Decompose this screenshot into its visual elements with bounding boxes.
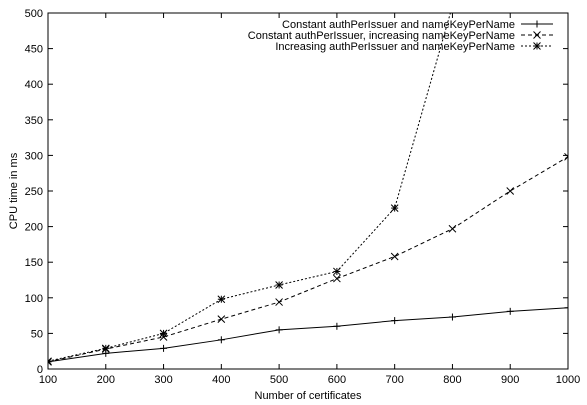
series-3-point — [333, 267, 341, 276]
x-tick-label: 1000 — [556, 374, 580, 386]
series-1-point — [48, 358, 52, 366]
series-3-point — [449, 2, 456, 9]
x-tick-label: 200 — [97, 374, 115, 386]
legend-swatch-marker — [533, 20, 541, 28]
series-3-point — [101, 344, 110, 353]
series-2 — [48, 152, 568, 366]
series-1-point — [448, 313, 456, 321]
series-3-point — [48, 357, 52, 366]
legend-label: Constant authPerIssuer, increasing nameK… — [248, 30, 515, 42]
series-2-marker-stroke — [217, 315, 226, 324]
series-2-point — [48, 358, 52, 366]
series-1-point — [506, 307, 514, 315]
series-3-marker-stroke — [449, 2, 456, 9]
series-2-marker-stroke — [333, 274, 341, 283]
series-3 — [48, 2, 456, 366]
series-3-marker-stroke — [217, 295, 226, 304]
series-1-point — [333, 322, 341, 330]
x-tick-label: 800 — [443, 374, 461, 386]
x-tick-label: 400 — [212, 374, 230, 386]
series-3-point — [275, 281, 283, 289]
y-tick-label: 450 — [25, 44, 43, 56]
series-2-point — [506, 187, 515, 195]
series-2-point — [217, 315, 226, 324]
x-tick-label: 900 — [501, 374, 519, 386]
series-1 — [48, 304, 568, 366]
series-layer — [48, 2, 568, 366]
legend-marker-stroke — [533, 31, 541, 39]
series-2-marker-stroke — [48, 361, 52, 366]
series-2-marker-stroke — [564, 152, 568, 158]
series-2-point — [448, 224, 457, 233]
series-2-point — [564, 152, 568, 161]
series-2-marker-stroke — [564, 156, 568, 161]
series-3-point — [217, 295, 226, 304]
series-2-marker-stroke — [159, 333, 168, 341]
y-tick-label: 0 — [37, 364, 43, 376]
y-tick-label: 250 — [25, 186, 43, 198]
x-tick-label: 500 — [270, 374, 288, 386]
series-1-point — [160, 344, 168, 352]
series-3-line — [48, 13, 451, 362]
series-3-marker-stroke — [390, 204, 399, 212]
x-tick-label: 100 — [39, 374, 57, 386]
x-axis-label: Number of certificates — [255, 390, 362, 402]
legend-swatch-marker — [533, 31, 541, 39]
series-3-marker-stroke — [449, 2, 456, 9]
series-3-point — [159, 329, 168, 338]
series-2-point — [390, 252, 399, 261]
axes: 100 200 300 400 500 600 700 800 900 1000 0 50 100 150… — [25, 8, 581, 386]
legend-swatch-marker — [533, 42, 541, 50]
y-tick-label: 150 — [25, 257, 43, 269]
series-2-marker-stroke — [506, 187, 515, 195]
plot-frame — [47, 12, 569, 370]
y-tick-label: 300 — [25, 150, 43, 162]
y-tick-label: 350 — [25, 115, 43, 127]
legend-marker-stroke — [533, 42, 541, 50]
series-3-marker-stroke — [159, 329, 168, 338]
y-tick-label: 200 — [25, 222, 43, 234]
series-3-marker-stroke — [333, 267, 341, 276]
series-3-marker-stroke — [48, 360, 52, 366]
series-2-point — [159, 333, 168, 341]
series-2-marker-stroke — [48, 358, 52, 363]
legend-label: Increasing authPerIssuer and nameKeyPerN… — [275, 41, 515, 53]
series-2-line — [48, 156, 568, 363]
y-tick-label: 50 — [31, 328, 43, 340]
series-1-point — [217, 336, 225, 344]
series-3-marker-stroke — [48, 357, 52, 362]
series-2-point — [275, 298, 283, 306]
x-tick-label: 700 — [385, 374, 403, 386]
y-axis-label: CPU time in ms — [8, 152, 20, 229]
series-1-point — [275, 326, 283, 334]
series-1-line — [48, 307, 568, 363]
series-1-point — [391, 317, 399, 325]
series-2-marker-stroke — [448, 224, 457, 233]
legend-label: Constant authPerIssuer and nameKeyPerNam… — [282, 19, 515, 31]
series-3-marker-stroke — [101, 344, 110, 353]
series-2-marker-stroke — [275, 298, 283, 306]
x-tick-label: 600 — [328, 374, 346, 386]
series-2-point — [333, 274, 341, 283]
y-tick-label: 100 — [25, 293, 43, 305]
series-3-point — [390, 204, 399, 212]
x-tick-label: 300 — [154, 374, 172, 386]
y-tick-label: 400 — [25, 79, 43, 91]
y-tick-label: 500 — [25, 8, 43, 20]
series-1-point — [564, 304, 568, 312]
series-2-marker-stroke — [390, 252, 399, 261]
series-3-marker-stroke — [275, 281, 283, 289]
legend: Constant authPerIssuer and nameKeyPerNam… — [248, 19, 553, 53]
